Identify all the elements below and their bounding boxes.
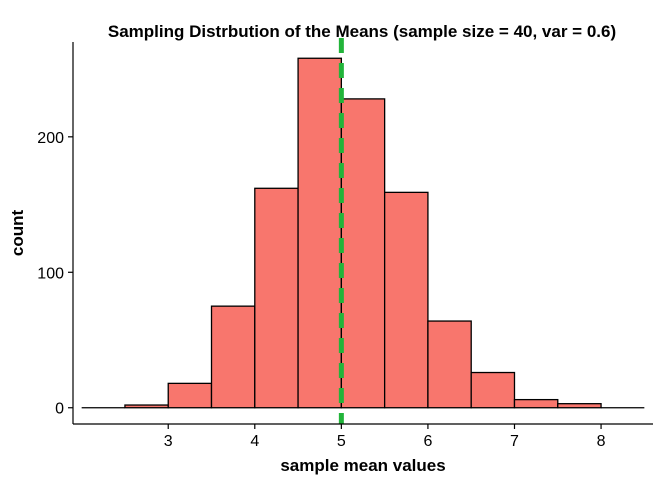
plot-area: 3 4 5 6 7 8 0 100 200 (37, 38, 653, 450)
x-tick-label: 6 (423, 433, 432, 450)
chart-title: Sampling Distrbution of the Means (sampl… (108, 22, 616, 41)
histogram-bar (427, 320, 472, 409)
histogram-bar (340, 98, 386, 409)
histogram-bar (557, 403, 602, 409)
x-tick-label: 7 (510, 433, 519, 450)
x-tick-label: 5 (337, 433, 346, 450)
histogram-bar (254, 187, 299, 409)
y-tick-label: 200 (37, 130, 64, 147)
histogram-bar (513, 398, 559, 409)
histogram-bar (210, 305, 256, 409)
x-axis-title: sample mean values (280, 456, 445, 475)
histogram-bar (124, 404, 169, 409)
x-tick-label: 8 (597, 433, 606, 450)
x-tick-label: 4 (250, 433, 259, 450)
histogram-bar (470, 371, 516, 409)
histogram-bar (383, 191, 429, 409)
y-tick-label: 0 (55, 401, 64, 418)
histogram-bar (167, 382, 213, 409)
y-axis-title: count (8, 210, 27, 257)
y-tick-label: 100 (37, 265, 64, 282)
x-tick-label: 3 (164, 433, 173, 450)
histogram-bar (297, 57, 343, 409)
